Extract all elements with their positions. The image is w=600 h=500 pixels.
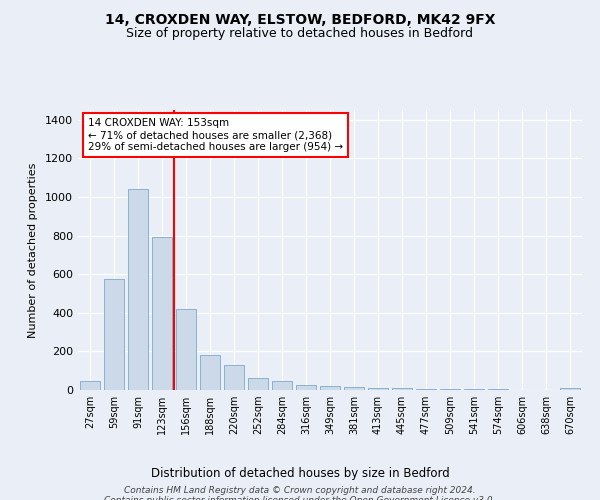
Text: 14, CROXDEN WAY, ELSTOW, BEDFORD, MK42 9FX: 14, CROXDEN WAY, ELSTOW, BEDFORD, MK42 9… <box>105 12 495 26</box>
Text: 14 CROXDEN WAY: 153sqm
← 71% of detached houses are smaller (2,368)
29% of semi-: 14 CROXDEN WAY: 153sqm ← 71% of detached… <box>88 118 343 152</box>
Y-axis label: Number of detached properties: Number of detached properties <box>28 162 38 338</box>
Bar <box>272 381 292 390</box>
Bar <box>224 366 244 390</box>
Bar <box>176 310 196 390</box>
Bar <box>440 389 460 390</box>
Bar <box>80 381 100 390</box>
Text: Distribution of detached houses by size in Bedford: Distribution of detached houses by size … <box>151 468 449 480</box>
Bar <box>296 385 316 390</box>
Bar <box>248 378 268 390</box>
Bar <box>200 354 220 390</box>
Bar <box>416 389 436 390</box>
Bar <box>392 388 412 390</box>
Bar <box>368 388 388 390</box>
Text: Size of property relative to detached houses in Bedford: Size of property relative to detached ho… <box>127 28 473 40</box>
Text: Contains HM Land Registry data © Crown copyright and database right 2024.
Contai: Contains HM Land Registry data © Crown c… <box>104 486 496 500</box>
Bar <box>152 237 172 390</box>
Bar <box>344 387 364 390</box>
Bar <box>104 279 124 390</box>
Bar <box>560 388 580 390</box>
Bar <box>320 386 340 390</box>
Bar <box>128 189 148 390</box>
